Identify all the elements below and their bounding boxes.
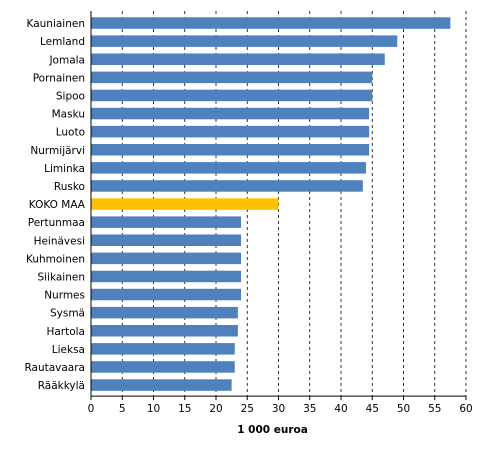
bar-nurmijärvi xyxy=(91,144,370,156)
tick-label: 15 xyxy=(178,403,191,415)
category-label: Luoto xyxy=(56,127,85,139)
category-label: Rusko xyxy=(54,181,85,193)
category-labels: Kauniainen Lemland Jomala Pornainen Sipoo Mas… xyxy=(24,18,85,392)
x-axis-title: 1 000 euroa xyxy=(237,424,308,436)
bar-siikainen xyxy=(91,270,241,283)
bar-pornainen xyxy=(91,71,373,84)
tick-label: 35 xyxy=(303,403,316,415)
bar-nurmes xyxy=(91,288,241,301)
bar-kauniainen xyxy=(91,17,451,29)
x-ticks: 0 5 10 15 20 25 30 35 40 45 50 55 60 xyxy=(88,396,473,415)
category-label: Sipoo xyxy=(56,90,85,102)
category-label: Liminka xyxy=(44,163,85,175)
bars xyxy=(91,17,451,391)
category-label: Lieksa xyxy=(52,344,85,356)
category-label: Sysmä xyxy=(50,308,85,320)
bar-rääkkylä xyxy=(91,379,232,391)
tick-label: 40 xyxy=(334,403,347,415)
bar-koko-maa xyxy=(91,198,279,210)
tick-label: 45 xyxy=(366,403,379,415)
bar-hartola xyxy=(91,325,238,337)
category-label: Siikainen xyxy=(37,271,85,283)
tick-label: 5 xyxy=(119,403,126,415)
bar-sipoo xyxy=(91,89,373,102)
category-label: Rääkkylä xyxy=(38,380,85,392)
category-label: Nurmes xyxy=(44,290,85,302)
bar-sysmä xyxy=(91,306,238,319)
tick-label: 60 xyxy=(459,403,472,415)
category-label: Kuhmoinen xyxy=(26,253,85,265)
category-label: Masku xyxy=(52,109,85,121)
category-label: Rautavaara xyxy=(24,362,85,374)
bar-jomala xyxy=(91,53,385,65)
bar-pertunmaa xyxy=(91,216,241,228)
tick-label: 25 xyxy=(241,403,254,415)
bar-lieksa xyxy=(91,343,235,355)
category-label: Nurmijärvi xyxy=(30,145,85,157)
tick-label: 10 xyxy=(147,403,160,415)
tick-label: 30 xyxy=(272,403,285,415)
bar-masku xyxy=(91,107,370,120)
bar-luoto xyxy=(91,125,370,138)
bar-rusko xyxy=(91,180,363,192)
bar-liminka xyxy=(91,162,366,174)
category-label: Jomala xyxy=(48,54,85,66)
bar-kuhmoinen xyxy=(91,252,241,265)
tick-label: 50 xyxy=(397,403,410,415)
tick-label: 20 xyxy=(209,403,222,415)
category-label: Kauniainen xyxy=(27,18,85,30)
category-label: Heinävesi xyxy=(34,235,85,247)
bar-lemland xyxy=(91,35,398,47)
bar-rautavaara xyxy=(91,361,235,373)
tick-label: 55 xyxy=(428,403,441,415)
category-label: KOKO MAA xyxy=(29,199,86,211)
category-label: Pornainen xyxy=(33,72,85,84)
category-label: Pertunmaa xyxy=(28,217,85,229)
bar-heinävesi xyxy=(91,234,241,246)
tick-label: 0 xyxy=(88,403,95,415)
category-label: Hartola xyxy=(46,326,85,338)
category-label: Lemland xyxy=(40,36,85,48)
